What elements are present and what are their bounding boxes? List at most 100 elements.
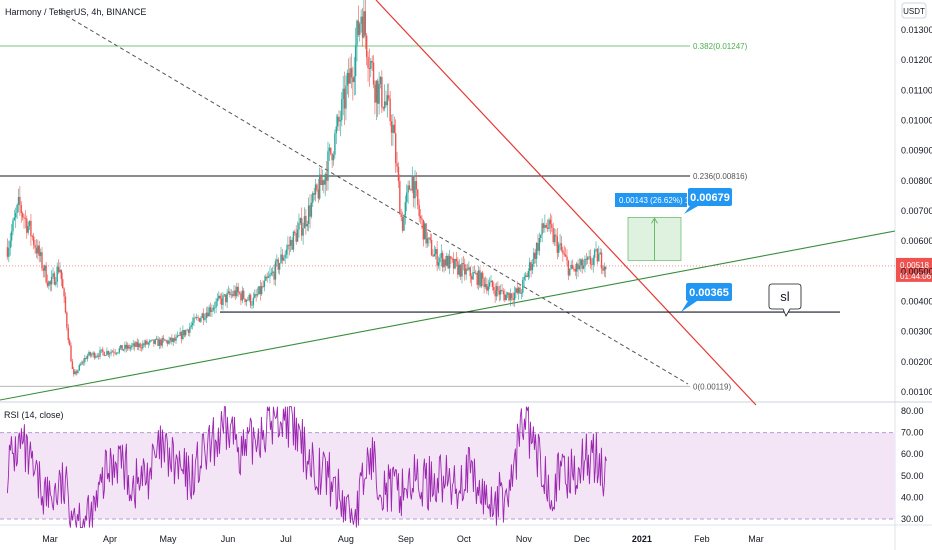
candle-body xyxy=(252,297,255,305)
candle-body xyxy=(468,267,470,270)
candle-body xyxy=(330,147,332,154)
candle-body xyxy=(383,101,386,109)
candle-body xyxy=(115,352,118,354)
candle-body xyxy=(392,124,394,133)
rsi-axis[interactable]: 80.00 70.00 60.00 50.00 40.00 30.00 xyxy=(901,406,924,524)
candle-body xyxy=(49,281,51,285)
candle-body xyxy=(472,272,474,280)
candle-body xyxy=(190,325,192,328)
price-tick-label: 0.00200 xyxy=(901,357,932,367)
candle-body xyxy=(8,247,10,257)
candle-body xyxy=(454,259,456,269)
sl-note-bubble[interactable] xyxy=(768,283,802,317)
candle-body xyxy=(483,278,485,288)
candle-body xyxy=(243,290,245,299)
candle-body xyxy=(154,339,156,344)
candle-body xyxy=(15,212,17,218)
candle-body xyxy=(265,276,267,281)
time-tick-label: Mar xyxy=(42,534,58,544)
candle-body xyxy=(296,229,299,242)
candle-body xyxy=(574,268,576,272)
candle-body xyxy=(457,261,459,275)
candle-body xyxy=(346,72,349,86)
candle-body xyxy=(390,121,393,133)
time-tick-label: Oct xyxy=(457,534,472,544)
chart-title: Harmony / TetherUS, 4h, BINANCE xyxy=(5,7,146,17)
red-resistance-line[interactable] xyxy=(375,0,757,406)
candle-body xyxy=(216,298,219,302)
candle-body xyxy=(542,223,545,228)
currency-badge[interactable] xyxy=(901,2,927,19)
green-support-line[interactable] xyxy=(0,230,896,401)
candle-body xyxy=(85,357,87,359)
candle-body xyxy=(126,345,129,349)
candle-body xyxy=(408,185,411,190)
candle-body xyxy=(331,153,333,161)
candle-body xyxy=(187,329,190,333)
candle-body xyxy=(266,276,268,278)
candle-body xyxy=(462,263,465,265)
candle-body xyxy=(215,301,217,308)
candle-body xyxy=(175,337,177,341)
candle-body xyxy=(399,181,401,215)
price-axis[interactable]: 0.01300 0.01200 0.01100 0.01000 0.00900 0.008… xyxy=(901,25,932,397)
time-tick-label: Aug xyxy=(338,534,354,544)
candle-body xyxy=(593,250,596,258)
candle-body xyxy=(581,259,583,269)
candle-body xyxy=(508,292,510,301)
candle-body xyxy=(558,244,560,253)
candle-body xyxy=(602,268,604,271)
candle-body xyxy=(50,276,53,285)
candle-body xyxy=(560,243,563,251)
candle-body xyxy=(197,317,199,319)
dashed-trendline[interactable] xyxy=(59,11,689,385)
candle-body xyxy=(274,261,277,280)
rsi-title: RSI (14, close) xyxy=(4,410,64,420)
candle-body xyxy=(207,312,209,317)
candle-body xyxy=(436,249,438,266)
candle-body xyxy=(178,335,180,337)
candle-body xyxy=(301,218,303,236)
candle-body xyxy=(129,347,132,349)
candle-body xyxy=(140,347,143,349)
candle-body xyxy=(218,295,220,299)
target-callout[interactable] xyxy=(688,188,732,206)
candle-body xyxy=(338,116,340,122)
candle-body xyxy=(137,343,140,348)
candle-body xyxy=(516,288,518,293)
candle-body xyxy=(248,294,250,301)
candle-body xyxy=(535,243,538,259)
time-axis[interactable]: Mar Apr May Jun Jul Aug Sep Oct Nov Dec 2021 Feb Mar xyxy=(42,534,764,544)
price-tick-label: 0.01100 xyxy=(901,85,932,95)
candle-body xyxy=(183,329,185,336)
candle-body xyxy=(419,216,422,219)
candle-body xyxy=(325,173,328,181)
candle-body xyxy=(360,16,362,24)
candle-body xyxy=(95,356,97,358)
candlestick-series xyxy=(6,0,607,377)
candle-body xyxy=(588,256,590,258)
candle-body xyxy=(91,354,93,356)
candle-body xyxy=(336,116,339,127)
candle-body xyxy=(328,147,331,152)
candle-body xyxy=(81,361,83,365)
candle-body xyxy=(227,291,230,294)
support-callout[interactable] xyxy=(686,283,732,301)
candle-body xyxy=(592,257,594,265)
candle-body xyxy=(111,351,114,353)
candle-body xyxy=(225,294,227,303)
candle-body xyxy=(363,11,365,38)
candle-body xyxy=(189,327,191,333)
candle-body xyxy=(272,271,274,273)
candle-body xyxy=(285,249,288,255)
candle-body xyxy=(13,217,16,221)
candle-body xyxy=(191,322,194,326)
candle-body xyxy=(604,266,607,270)
candle-body xyxy=(513,292,516,301)
target-callout-pointer xyxy=(684,206,698,214)
candle-body xyxy=(24,218,27,220)
candle-body xyxy=(377,80,379,104)
candle-body xyxy=(106,351,108,356)
candle-body xyxy=(162,338,165,340)
candle-body xyxy=(414,181,416,199)
